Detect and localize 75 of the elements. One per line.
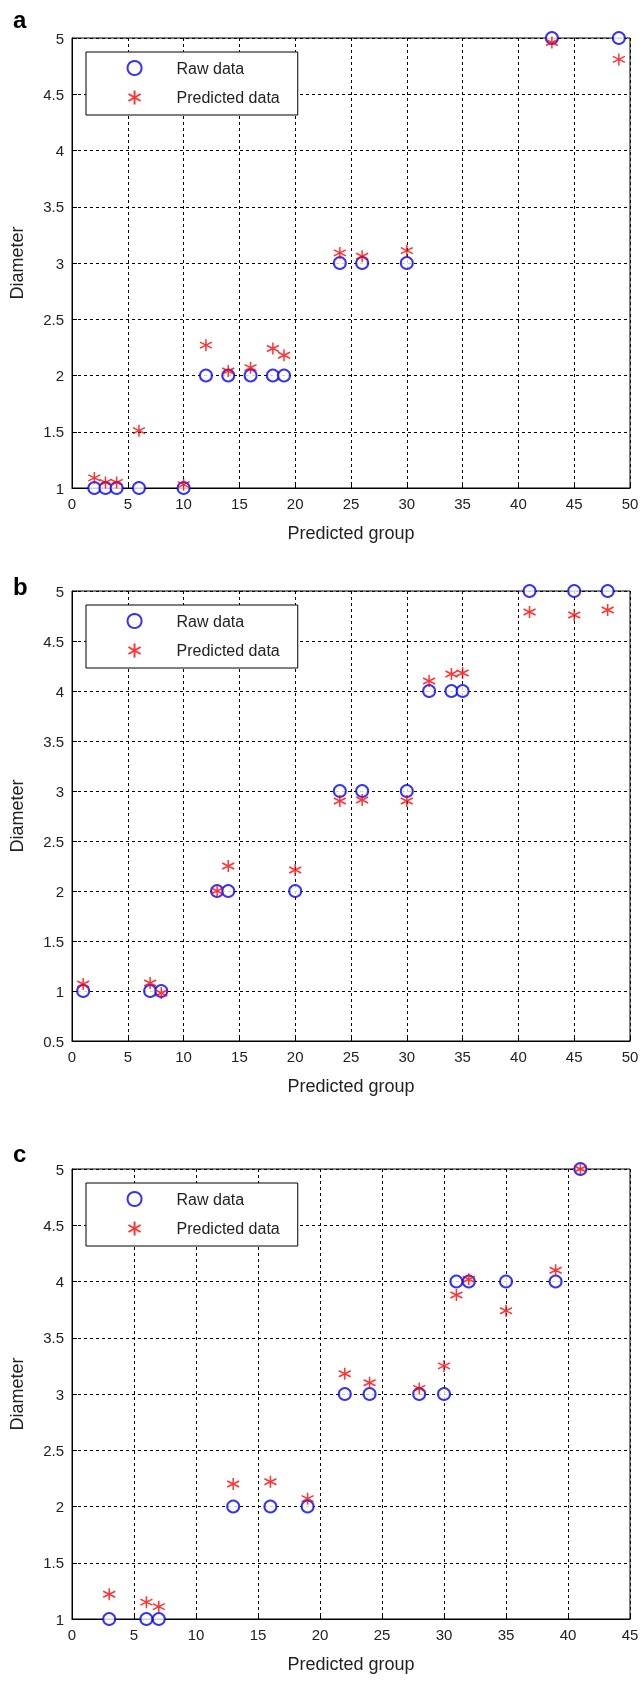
- y-tick-label: 5: [55, 1160, 64, 1178]
- x-tick-label: 10: [175, 495, 192, 512]
- x-tick-label: 40: [510, 495, 527, 512]
- x-tick-label: 50: [621, 1048, 639, 1065]
- x-tick-label: 30: [435, 1626, 453, 1643]
- x-tick-label: 35: [497, 1626, 515, 1643]
- y-tick-label: 3.5: [43, 732, 64, 750]
- y-tick-label: 5: [55, 582, 64, 600]
- x-tick-label: 50: [621, 495, 639, 512]
- y-tick-label: 1.5: [43, 423, 64, 441]
- y-tick-label: 4.5: [43, 85, 64, 103]
- x-tick-label: 45: [565, 1048, 583, 1065]
- y-tick-label: 3.5: [43, 1329, 64, 1347]
- legend-label: Predicted data: [176, 1220, 280, 1237]
- x-tick-label: 0: [67, 495, 77, 512]
- x-tick-label: 5: [129, 1626, 139, 1643]
- chart-title: c: [13, 1139, 27, 1167]
- y-tick-label: 1: [55, 479, 64, 497]
- legend-label: Raw data: [176, 59, 245, 77]
- y-tick-label: 1: [55, 982, 64, 1000]
- y-tick-label: 3: [55, 1385, 64, 1403]
- legend-label: Predicted data: [176, 89, 280, 106]
- x-tick-label: 35: [454, 495, 471, 512]
- y-tick-label: 5: [55, 29, 64, 47]
- y-tick-label: 1: [55, 1610, 64, 1628]
- x-axis-title: Predicted group: [287, 523, 415, 543]
- y-axis-title: Diameter: [7, 226, 27, 300]
- x-tick-label: 0: [67, 1626, 77, 1643]
- x-tick-label: 15: [249, 1626, 267, 1643]
- y-tick-label: 4: [55, 1273, 64, 1290]
- y-tick-label: 2.5: [43, 310, 64, 328]
- x-tick-label: 10: [187, 1626, 205, 1643]
- y-tick-label: 2.5: [43, 832, 64, 850]
- x-tick-label: 10: [175, 1048, 192, 1065]
- y-tick-label: 1.5: [43, 1554, 64, 1572]
- x-tick-label: 15: [231, 1048, 248, 1065]
- x-tick-label: 5: [123, 1048, 132, 1065]
- y-tick-label: 2: [55, 1498, 64, 1515]
- y-axis-title: Diameter: [7, 779, 27, 853]
- y-tick-label: 2: [55, 882, 64, 900]
- y-tick-label: 2: [55, 367, 64, 384]
- y-tick-label: 0.5: [43, 1032, 64, 1050]
- y-tick-label: 4: [55, 682, 64, 700]
- y-tick-label: 3: [55, 782, 64, 800]
- x-tick-label: 30: [398, 1048, 416, 1065]
- y-tick-label: 3: [55, 254, 64, 272]
- y-axis-title: Diameter: [7, 1357, 27, 1431]
- x-tick-label: 25: [342, 1048, 360, 1065]
- chart-title: b: [13, 572, 28, 600]
- x-tick-label: 15: [231, 495, 248, 512]
- legend-label: Raw data: [176, 1190, 245, 1208]
- x-tick-label: 5: [123, 495, 132, 512]
- x-tick-label: 0: [67, 1048, 77, 1065]
- chart-title: a: [13, 5, 27, 33]
- x-tick-label: 25: [342, 495, 360, 512]
- x-tick-label: 35: [454, 1048, 471, 1065]
- y-tick-label: 2.5: [43, 1441, 64, 1459]
- x-tick-label: 30: [398, 495, 416, 512]
- x-tick-label: 40: [559, 1626, 577, 1643]
- x-axis-title: Predicted group: [287, 1654, 415, 1674]
- y-tick-label: 4: [55, 142, 64, 159]
- y-tick-label: 4.5: [43, 632, 64, 650]
- y-tick-label: 1.5: [43, 932, 64, 950]
- legend-label: Raw data: [176, 612, 245, 630]
- x-tick-label: 45: [565, 495, 583, 512]
- x-tick-label: 45: [621, 1626, 639, 1643]
- x-tick-label: 20: [286, 495, 304, 512]
- x-axis-title: Predicted group: [287, 1076, 415, 1096]
- x-tick-label: 40: [510, 1048, 527, 1065]
- x-tick-label: 20: [311, 1626, 329, 1643]
- y-tick-label: 3.5: [43, 198, 64, 216]
- x-tick-label: 20: [286, 1048, 304, 1065]
- legend-label: Predicted data: [176, 642, 280, 659]
- x-tick-label: 25: [373, 1626, 391, 1643]
- y-tick-label: 4.5: [43, 1216, 64, 1234]
